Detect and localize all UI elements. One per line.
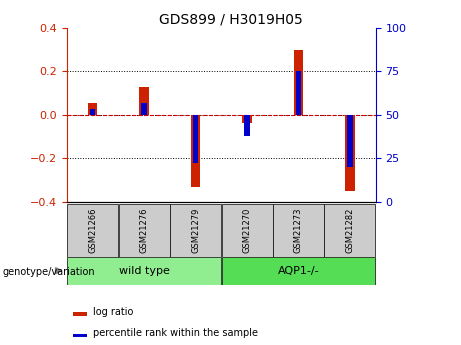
Bar xyxy=(88,103,97,115)
Bar xyxy=(67,204,118,257)
Bar xyxy=(90,109,95,115)
Text: GSM21266: GSM21266 xyxy=(88,208,97,253)
Bar xyxy=(67,257,221,285)
Bar xyxy=(244,115,249,136)
Bar xyxy=(191,115,200,187)
Text: log ratio: log ratio xyxy=(93,307,134,317)
Bar xyxy=(294,50,303,115)
Bar xyxy=(73,334,87,337)
Text: GSM21276: GSM21276 xyxy=(140,208,148,253)
Bar xyxy=(193,115,198,164)
Bar xyxy=(242,115,252,124)
Text: GSM21273: GSM21273 xyxy=(294,208,303,253)
Text: AQP1-/-: AQP1-/- xyxy=(278,266,319,276)
Text: percentile rank within the sample: percentile rank within the sample xyxy=(93,328,258,338)
Bar xyxy=(170,204,221,257)
Bar xyxy=(73,312,87,316)
Bar xyxy=(296,71,301,115)
Text: genotype/variation: genotype/variation xyxy=(2,267,95,276)
Text: GSM21270: GSM21270 xyxy=(242,208,252,253)
Bar xyxy=(222,257,375,285)
Bar xyxy=(222,204,272,257)
Text: wild type: wild type xyxy=(118,266,170,276)
Bar xyxy=(273,204,324,257)
Bar xyxy=(345,115,355,191)
Bar xyxy=(139,88,149,115)
Bar xyxy=(348,115,353,167)
Text: GSM21279: GSM21279 xyxy=(191,208,200,253)
Bar xyxy=(325,204,375,257)
Text: GDS899 / H3019H05: GDS899 / H3019H05 xyxy=(159,12,302,26)
Text: GSM21282: GSM21282 xyxy=(345,208,355,253)
Bar xyxy=(118,204,170,257)
Bar xyxy=(142,102,147,115)
